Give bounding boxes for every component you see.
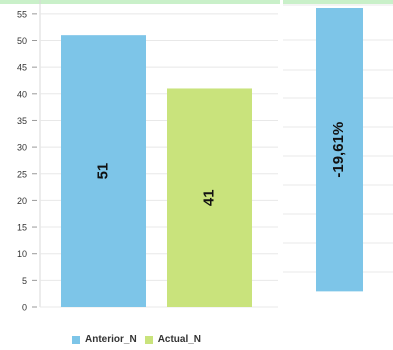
y-tick-label: 35 — [17, 116, 27, 126]
y-tick-label: 45 — [17, 63, 27, 73]
bar-Actual_N — [167, 88, 252, 307]
legend-label-actual: Actual_N — [157, 334, 202, 345]
bar-chart-values: 0 5 10 15 20 25 30 35 40 45 50 55 51 41 — [17, 0, 278, 313]
y-tick-label: 25 — [17, 169, 27, 179]
y-tick-label: 20 — [17, 196, 27, 206]
y-tick-label: 40 — [17, 89, 27, 99]
y-tick-label: 15 — [17, 223, 27, 233]
y-tick-label: 30 — [17, 143, 27, 153]
chart-legend: Anterior_N Actual_N — [72, 334, 209, 345]
y-tick-label: 55 — [17, 9, 27, 19]
y-tick-label: 5 — [22, 276, 27, 286]
legend-item-actual[interactable]: Actual_N — [144, 334, 202, 345]
legend-swatch-anterior — [72, 335, 80, 344]
top-strip-right — [283, 0, 393, 4]
y-tick-label: 0 — [22, 303, 27, 313]
bar-chart-variation: -19,61% — [283, 4, 393, 292]
y-tick-label: 10 — [17, 249, 27, 259]
data-label-Anterior_N: 51 — [94, 163, 111, 180]
data-label-variation: -19,61% — [330, 122, 347, 178]
top-strip-left — [0, 0, 280, 4]
legend-swatch-actual — [144, 335, 153, 344]
data-label-Actual_N: 41 — [200, 189, 217, 206]
y-tick-label: 50 — [17, 36, 27, 46]
bar-variation — [316, 8, 363, 292]
legend-item-anterior[interactable]: Anterior_N — [72, 334, 137, 345]
legend-label-anterior: Anterior_N — [85, 334, 137, 345]
bar-Anterior_N — [61, 35, 146, 308]
